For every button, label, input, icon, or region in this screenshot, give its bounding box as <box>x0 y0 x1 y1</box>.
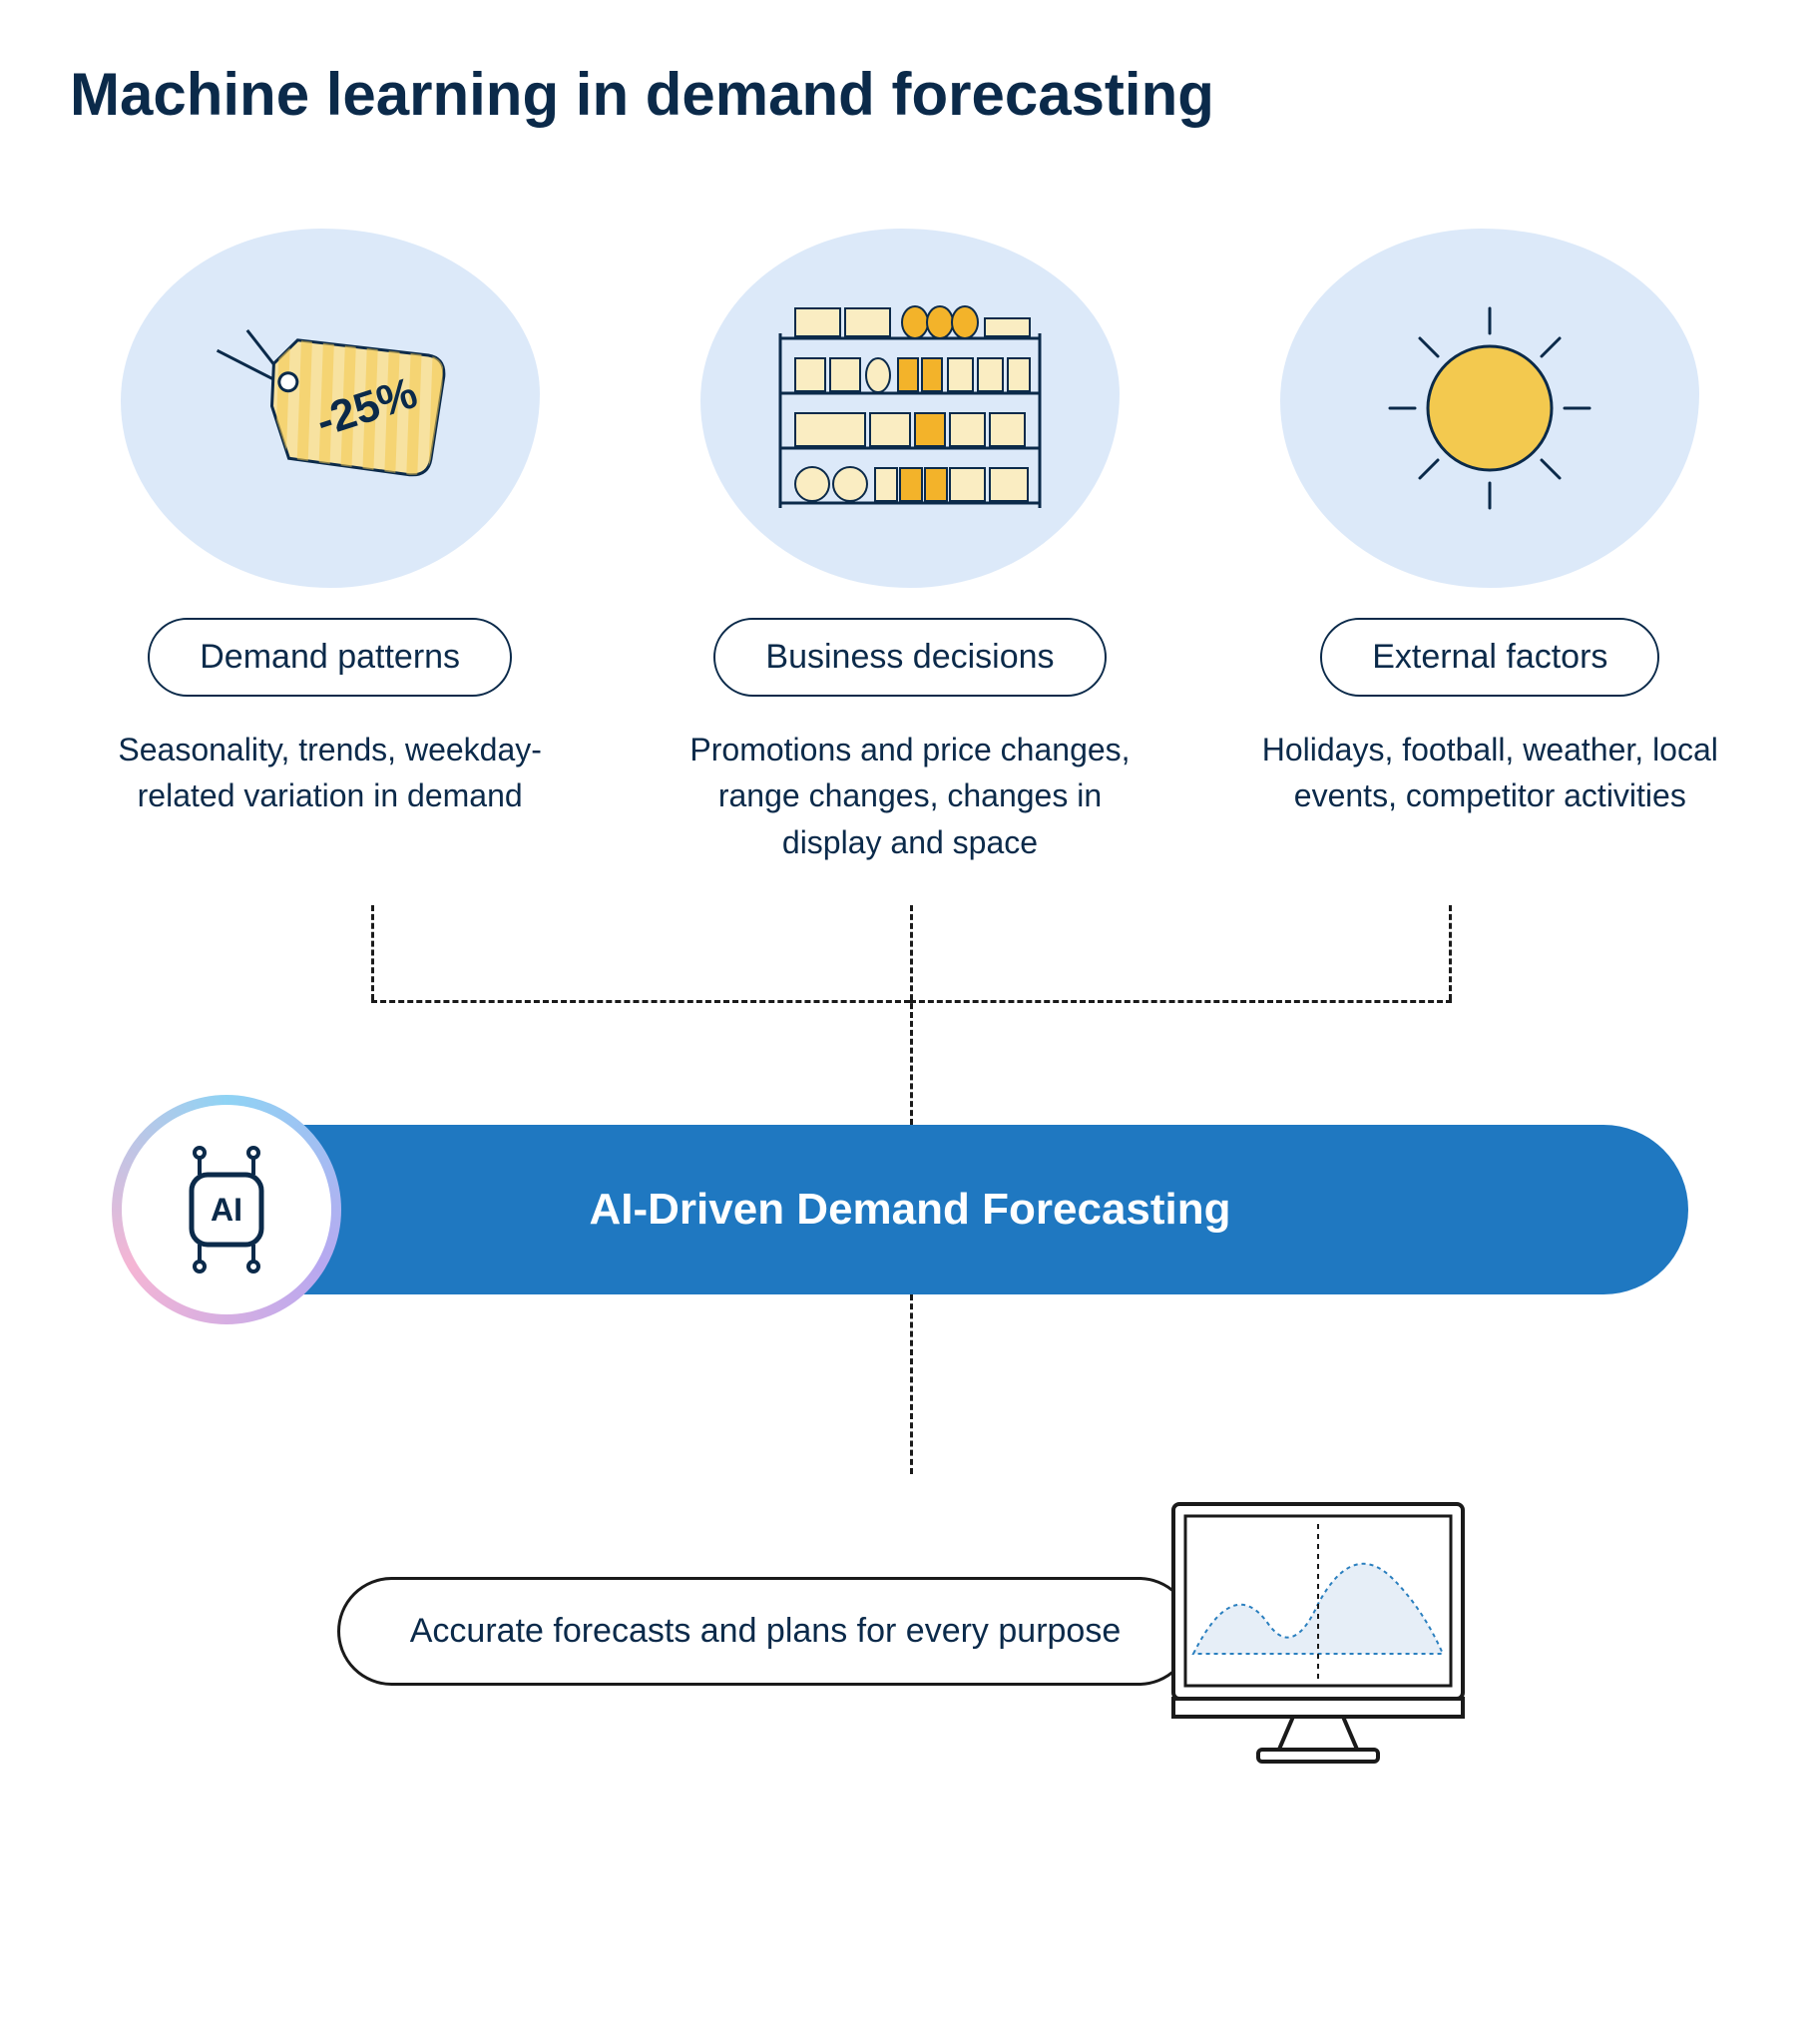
input-card-demand-patterns: -25% Demand patterns Seasonality, trends… <box>70 229 590 865</box>
inputs-row: -25% Demand patterns Seasonality, trends… <box>70 229 1750 865</box>
pill-external-factors: External factors <box>1320 618 1659 697</box>
ai-bar: AI AI-Driven Demand Forecasting <box>132 1125 1688 1294</box>
ai-bar-label: AI-Driven Demand Forecasting <box>589 1185 1230 1235</box>
output-pill: Accurate forecasts and plans for every p… <box>337 1577 1194 1687</box>
output-label: Accurate forecasts and plans for every p… <box>410 1612 1122 1650</box>
input-card-external-factors: External factors Holidays, football, wea… <box>1230 229 1750 865</box>
shelves-icon <box>750 278 1070 538</box>
output-row: Accurate forecasts and plans for every p… <box>70 1484 1750 1779</box>
page-title: Machine learning in demand forecasting <box>70 60 1750 129</box>
blob-sun <box>1280 229 1699 588</box>
connectors-top <box>152 905 1668 1125</box>
desc-business-decisions: Promotions and price changes, range chan… <box>681 727 1139 865</box>
blob-shelves <box>700 229 1120 588</box>
blob-price-tag: -25% <box>121 229 540 588</box>
connector-bottom <box>70 1294 1750 1474</box>
desc-external-factors: Holidays, football, weather, local event… <box>1260 727 1719 819</box>
ai-chip-label: AI <box>211 1192 242 1228</box>
ai-circle: AI <box>112 1095 341 1324</box>
pill-business-decisions: Business decisions <box>713 618 1106 697</box>
price-tag-icon: -25% <box>181 278 480 538</box>
sun-icon <box>1340 278 1639 538</box>
monitor-icon <box>1153 1484 1483 1779</box>
input-card-business-decisions: Business decisions Promotions and price … <box>650 229 1169 865</box>
desc-demand-patterns: Seasonality, trends, weekday-related var… <box>101 727 560 819</box>
ai-chip-icon: AI <box>162 1145 291 1275</box>
pill-demand-patterns: Demand patterns <box>148 618 512 697</box>
